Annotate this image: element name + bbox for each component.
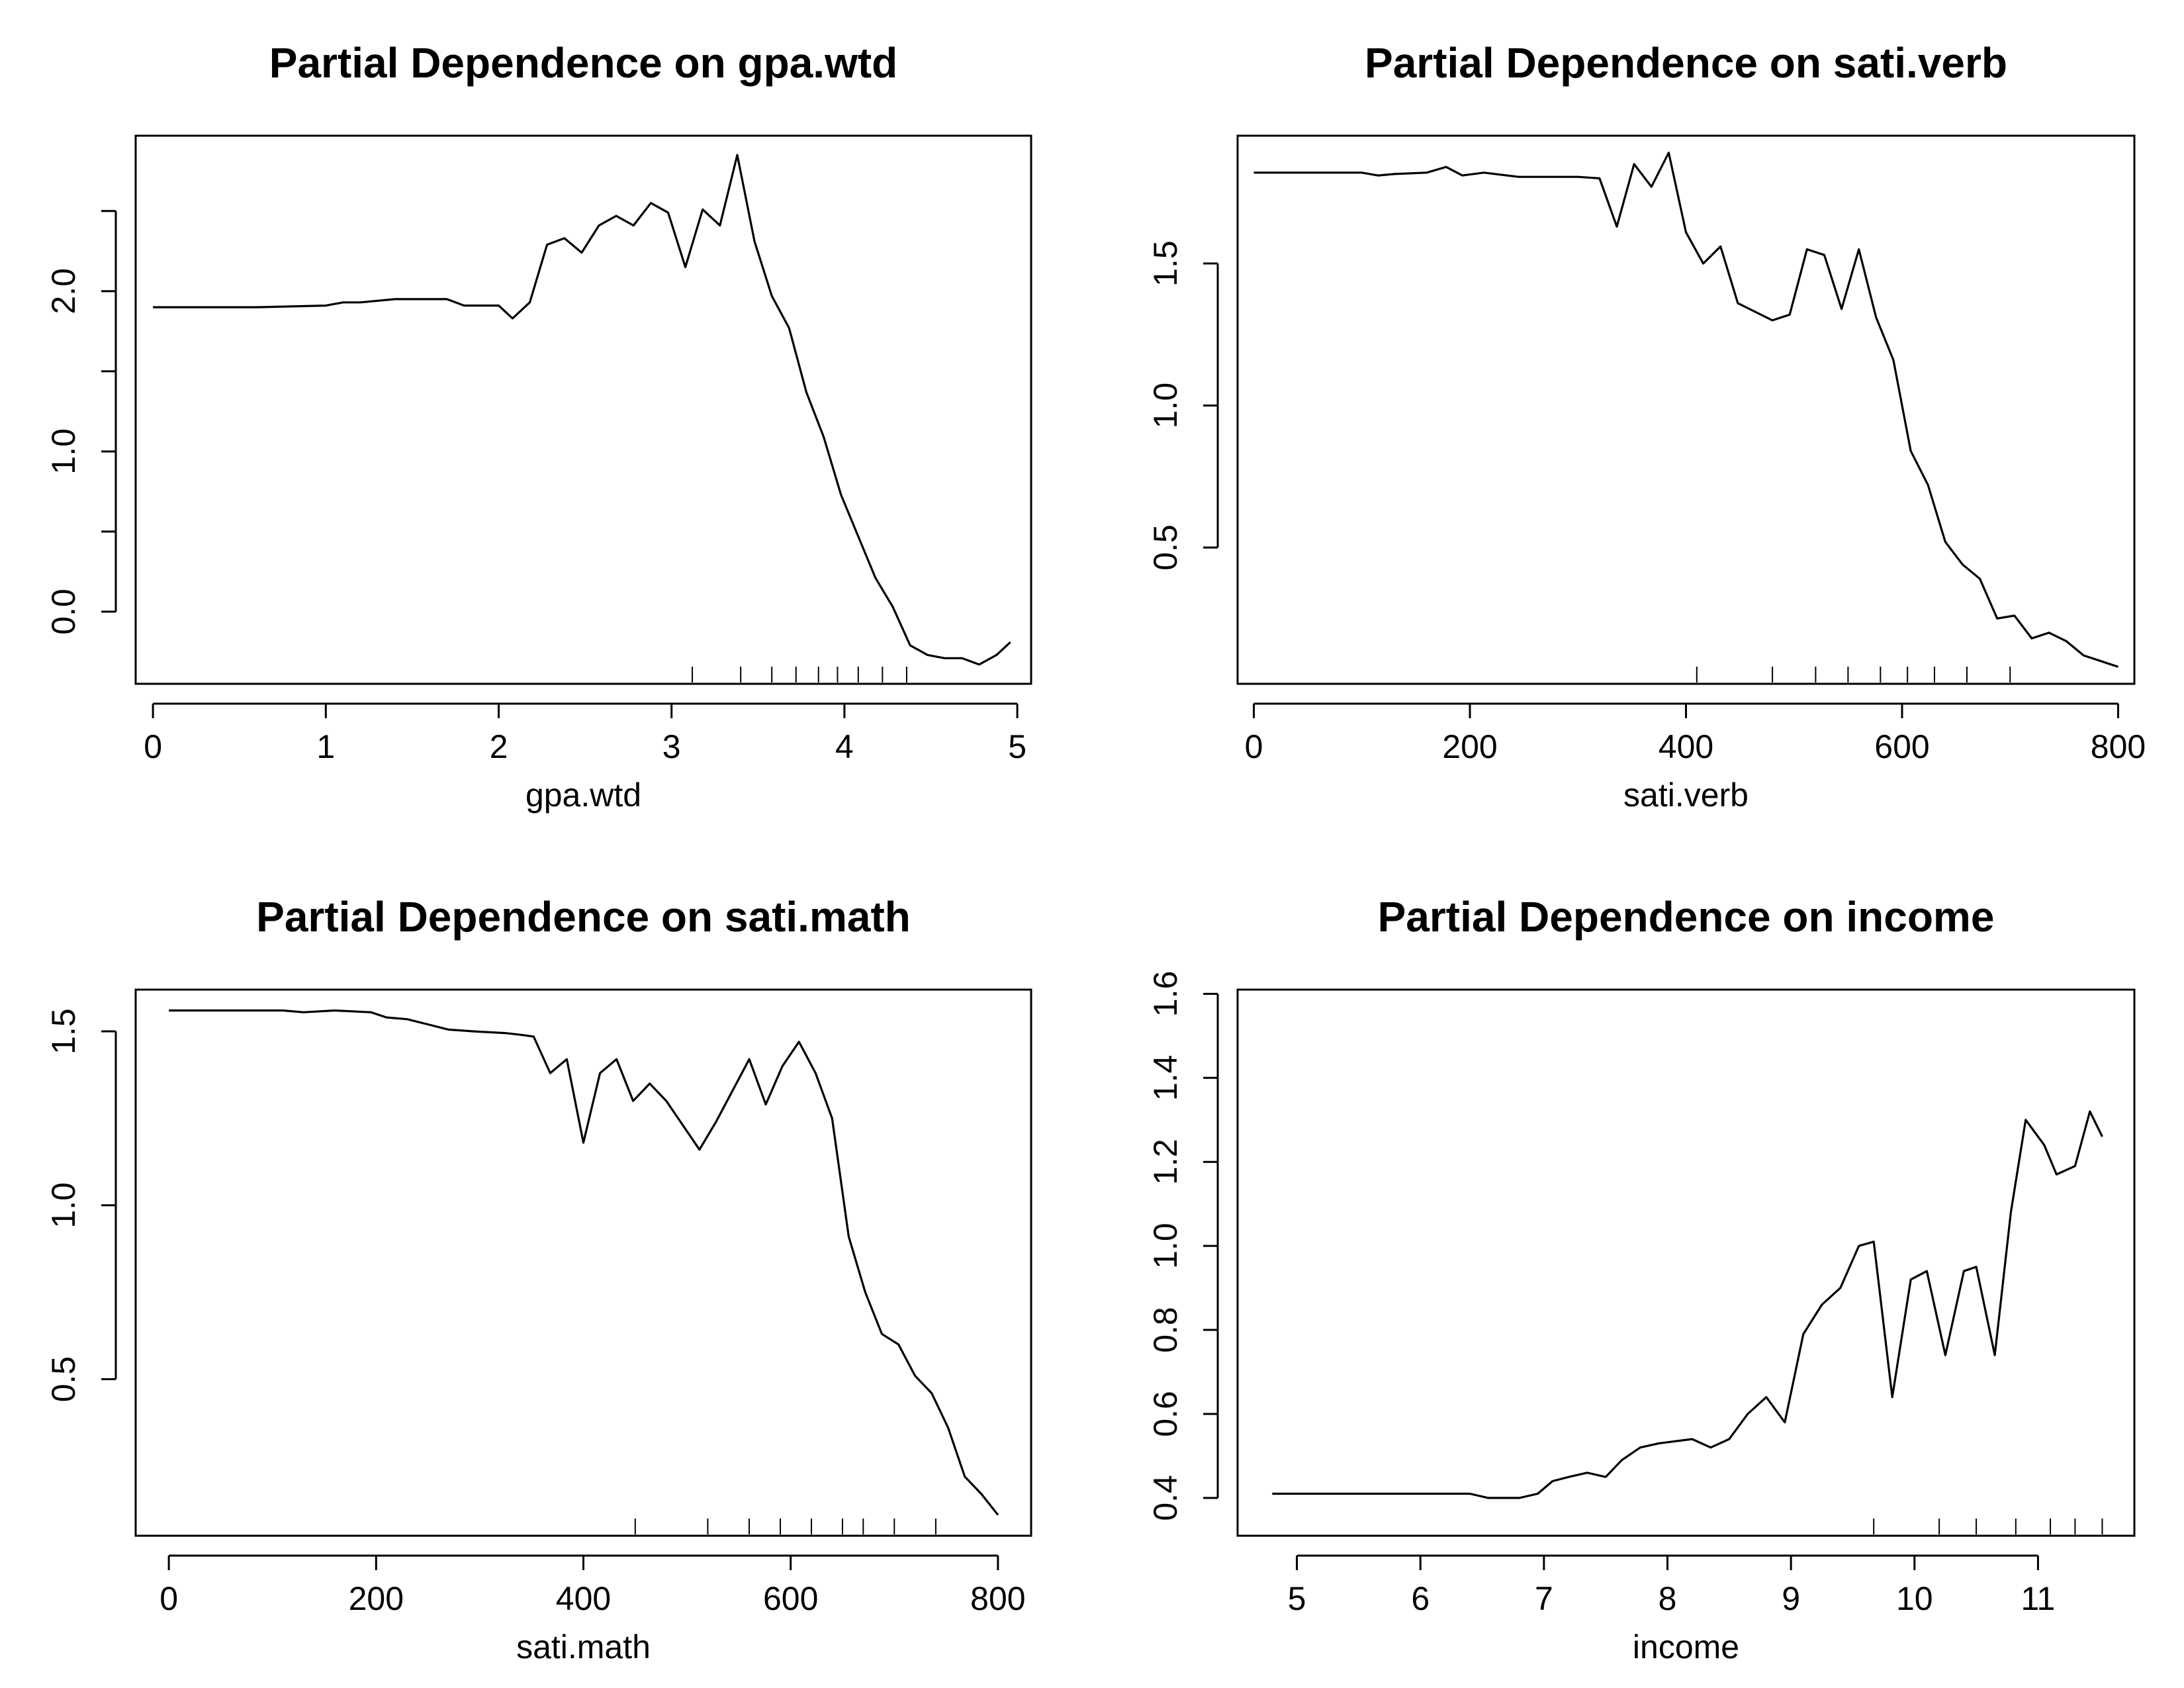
y-tick-label: 1.0 (1147, 1223, 1184, 1269)
x-tick-label: 400 (1659, 728, 1713, 765)
x-tick-label: 800 (970, 1580, 1025, 1617)
x-tick-label: 11 (2021, 1580, 2055, 1617)
x-tick-label: 200 (349, 1580, 404, 1617)
x-tick-label: 5 (1288, 1580, 1306, 1617)
partial-dependence-line (1272, 1110, 2103, 1499)
x-tick-label: 600 (1874, 728, 1929, 765)
y-tick-label: 0.0 (45, 588, 82, 635)
plot-frame (1236, 134, 2136, 685)
x-tick-label: 600 (763, 1580, 818, 1617)
x-tick-label: 0 (1245, 728, 1263, 765)
x-tick-label: 400 (556, 1580, 611, 1617)
chart-panel-4: Partial Dependence on income 5 6 7 8 9 10 11 inc… (1147, 893, 2136, 1665)
x-tick-label: 4 (835, 728, 854, 765)
chart-title: Partial Dependence on income (1378, 893, 1995, 941)
x-tick-label: 0 (159, 1580, 178, 1617)
y-tick-label: 1.4 (1147, 1055, 1184, 1102)
plot-frame (1236, 988, 2136, 1537)
partial-dependence-line (153, 154, 1011, 666)
x-tick-label: 2 (490, 728, 508, 765)
chart-panel-1: Partial Dependence on gpa.wtd 0 1 2 3 4 5 gpa.w… (45, 39, 1032, 814)
y-tick-label: 1.0 (45, 1182, 82, 1229)
plot-frame (134, 134, 1032, 685)
y-tick-label: 0.4 (1147, 1475, 1184, 1521)
y-tick-label: 0.8 (1147, 1307, 1184, 1353)
partial-dependence-line (169, 1009, 999, 1516)
x-tick-label: 800 (2091, 728, 2146, 765)
chart-title: Partial Dependence on sati.verb (1365, 39, 2007, 87)
x-tick-label: 200 (1442, 728, 1497, 765)
chart-title: Partial Dependence on sati.math (256, 893, 911, 941)
x-axis-label: income (1633, 1628, 1739, 1665)
x-tick-label: 7 (1535, 1580, 1553, 1617)
y-tick-label: 1.0 (45, 428, 82, 475)
plot-frame (134, 988, 1032, 1537)
chart-panel-3: Partial Dependence on sati.math 0 200 400 60… (45, 893, 1032, 1665)
y-tick-label: 0.6 (1147, 1391, 1184, 1437)
x-tick-label: 6 (1411, 1580, 1430, 1617)
x-tick-label: 0 (144, 728, 162, 765)
y-tick-label: 1.2 (1147, 1139, 1184, 1185)
y-tick-label: 1.5 (45, 1008, 82, 1055)
y-tick-label: 0.5 (45, 1356, 82, 1403)
x-tick-label: 3 (662, 728, 681, 765)
x-axis-label: gpa.wtd (525, 776, 641, 814)
y-tick-label: 0.5 (1147, 524, 1184, 571)
x-tick-label: 9 (1782, 1580, 1800, 1617)
chart-title: Partial Dependence on gpa.wtd (269, 39, 898, 87)
x-tick-label: 8 (1659, 1580, 1677, 1617)
y-tick-label: 1.0 (1147, 383, 1184, 429)
y-tick-label: 1.6 (1147, 971, 1184, 1017)
y-tick-label: 2.0 (45, 268, 82, 314)
x-tick-label: 1 (316, 728, 335, 765)
partial-dependence-line (1253, 152, 2119, 668)
x-tick-label: 5 (1008, 728, 1026, 765)
x-axis-label: sati.verb (1623, 776, 1749, 814)
x-tick-label: 10 (1896, 1580, 1933, 1617)
x-axis-label: sati.math (516, 1628, 651, 1665)
chart-panel-2: Partial Dependence on sati.verb 0 200 400 60… (1147, 39, 2146, 814)
y-tick-label: 1.5 (1147, 240, 1184, 287)
